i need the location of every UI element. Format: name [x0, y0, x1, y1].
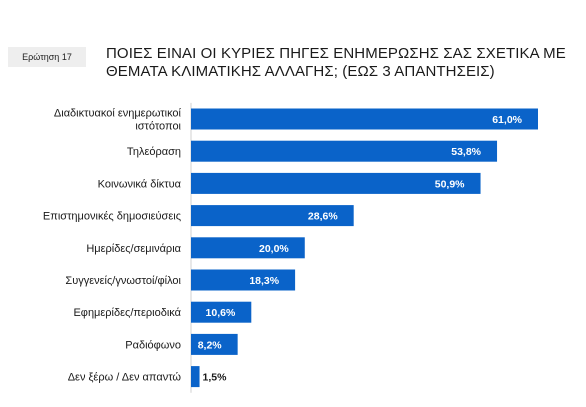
category-label: Ραδιόφωνο	[125, 339, 181, 351]
value-label: 53,8%	[451, 146, 481, 158]
category-label: Ημερίδες/σεμινάρια	[86, 243, 181, 255]
category-label: Κοινωνικά δίκτυα	[98, 178, 182, 190]
category-label: Επιστημονικές δημοσιεύσεις	[43, 211, 181, 223]
value-label: 50,9%	[435, 178, 465, 190]
bar	[191, 333, 238, 355]
value-label: 20,0%	[259, 243, 289, 255]
question-number-badge: Ερώτηση 17	[8, 47, 86, 67]
bar	[191, 140, 498, 162]
bar	[191, 172, 481, 194]
category-label: Διαδικτυακοί ενημερωτικοί ιστότοποι	[54, 108, 182, 133]
value-label: 61,0%	[492, 114, 522, 126]
value-label: 10,6%	[206, 307, 236, 319]
category-label: Δεν ξέρω / Δεν απαντώ	[68, 372, 182, 384]
category-label: Εφημερίδες/περιοδικά	[73, 307, 181, 319]
chart-title: ΠΟΙΕΣ ΕΙΝΑΙ ΟΙ ΚΥΡΙΕΣ ΠΗΓΕΣ ΕΝΗΜΕΡΩΣΗΣ Σ…	[106, 45, 576, 81]
bar	[191, 108, 538, 130]
bar	[191, 366, 200, 388]
chart-title-line-1: ΠΟΙΕΣ ΕΙΝΑΙ ΟΙ ΚΥΡΙΕΣ ΠΗΓΕΣ ΕΝΗΜΕΡΩΣΗΣ Σ…	[106, 45, 566, 62]
bar	[191, 269, 296, 291]
category-label: Συγγενείς/γνωστοί/φίλοι	[65, 275, 181, 287]
bar	[191, 237, 305, 259]
value-label: 8,2%	[198, 339, 223, 351]
bar	[191, 301, 252, 323]
chart-title-line-2: ΘΕΜΑΤΑ ΚΛΙΜΑΤΙΚΗΣ ΑΛΛΑΓΗΣ; (ΕΩΣ 3 ΑΠΑΝΤΗ…	[106, 63, 495, 80]
value-label: 28,6%	[308, 211, 338, 223]
value-label: 1,5%	[203, 372, 228, 384]
value-label: 18,3%	[249, 275, 279, 287]
category-label: Τηλεόραση	[127, 146, 181, 158]
bar	[191, 205, 354, 227]
